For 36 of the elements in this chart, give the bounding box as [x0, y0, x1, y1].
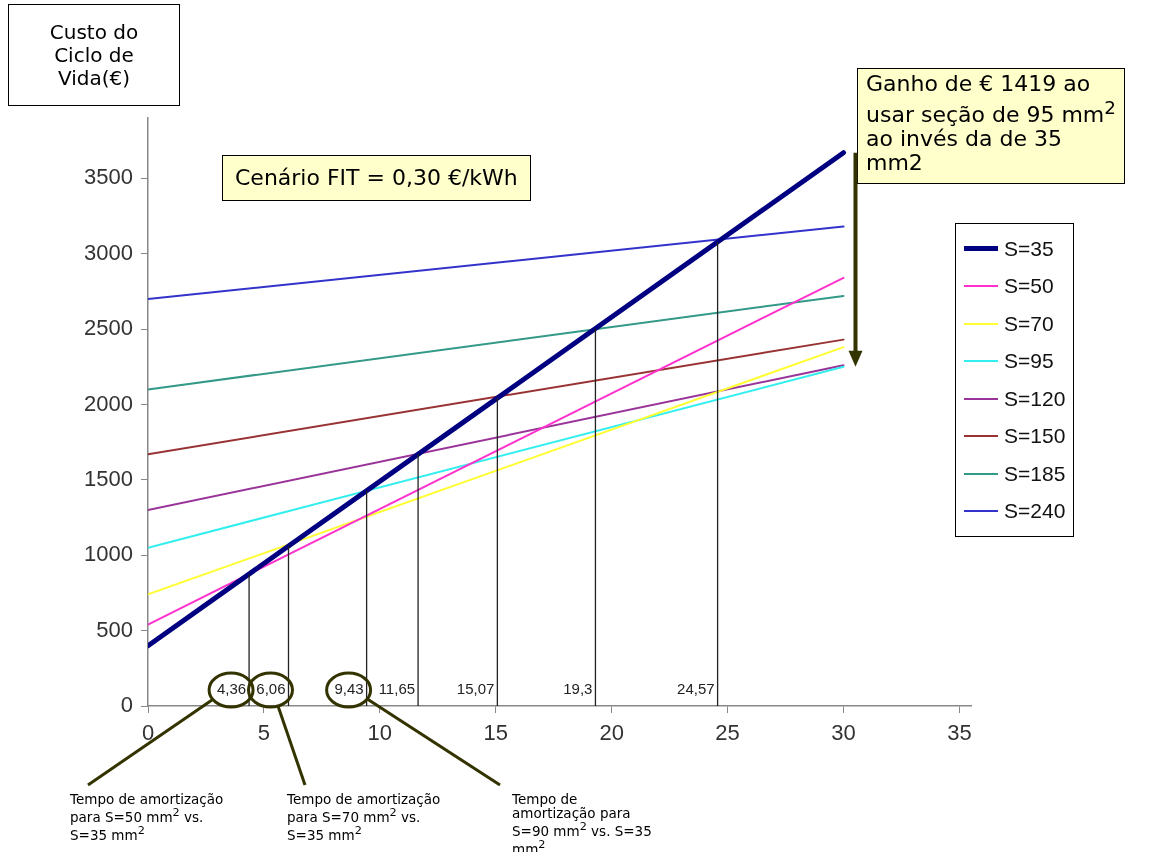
ref-line-label: 15,07 — [456, 680, 495, 698]
ref-line-label: 9,43 — [334, 680, 364, 698]
text: Tempo de amortização para S=50 mm$^{2}$ vs. S=35 mm$^{2}$ — [70, 791, 224, 842]
x-tick-label: 35 — [947, 720, 972, 746]
text: Ganho de € 1419 ao usar seção de 95 mm$^{2}$ ao invés da de 35 mm2 — [866, 71, 1116, 176]
x-tick-label: 15 — [483, 720, 508, 746]
y-tick-label: 3500 — [84, 164, 133, 190]
ref-line-label: 11,65 — [378, 680, 416, 698]
y-tick-label: 3000 — [84, 239, 133, 265]
y-tick-label: 1000 — [84, 541, 133, 567]
x-tick-label: 25 — [715, 720, 740, 746]
y-axis-title: Custo do Ciclo de Vida(€) — [48, 19, 140, 90]
ref-line-label: 4,36 — [216, 680, 247, 698]
legend-label: S=150 — [1004, 424, 1066, 449]
x-tick-label: 5 — [257, 720, 271, 746]
y-tick-label: 2000 — [84, 390, 133, 416]
x-tick-label: 30 — [831, 720, 856, 746]
legend-label: S=50 — [1004, 274, 1054, 299]
legend-label: S=70 — [1004, 311, 1054, 336]
legend-label: S=185 — [1004, 461, 1066, 486]
ref-line-label: 24,57 — [677, 680, 715, 698]
legend-label: S=120 — [1004, 386, 1066, 411]
text: Tempo de amortização para S=70 mm$^{2}$ vs. S=35 mm$^{2}$ — [287, 791, 441, 842]
legend-label: S=95 — [1004, 349, 1054, 374]
legend-label: S=35 — [1004, 236, 1054, 261]
x-tick-label: 0 — [141, 720, 155, 746]
y-tick-label: 500 — [96, 616, 133, 642]
x-tick-label: 10 — [367, 720, 393, 746]
x-tick-label: 20 — [599, 720, 624, 746]
y-tick-label: 1500 — [84, 465, 133, 491]
y-tick-label: 0 — [120, 692, 133, 718]
annotation: Cenário FIT = 0,30 €/kWh — [222, 155, 531, 201]
legend-label: S=240 — [1004, 499, 1066, 524]
ref-line-label: 6,06 — [256, 680, 286, 698]
y-tick-label: 2500 — [84, 315, 133, 341]
ref-line-label: 19,3 — [563, 680, 593, 698]
